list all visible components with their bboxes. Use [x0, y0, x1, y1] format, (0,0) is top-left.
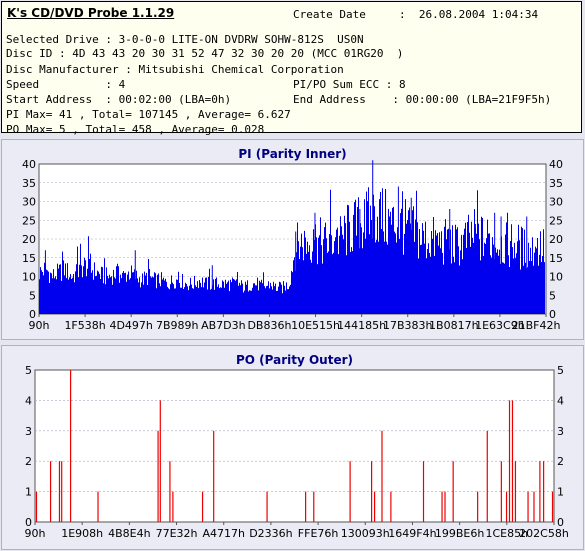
po-chart-title: PO (Parity Outer): [236, 353, 353, 367]
po-y-tick-label-left: 2: [25, 455, 32, 468]
pi-x-tick-label: 1E63C9h: [475, 319, 525, 332]
po-x-tick-label: FFE76h: [298, 527, 339, 540]
pi-x-tick-label: 90h: [29, 319, 50, 332]
pi-y-tick-label-right: 40: [549, 158, 563, 171]
pi-y-tick-label-right: 15: [549, 252, 563, 265]
po-y-tick-label-left: 1: [25, 486, 32, 499]
pi-chart: PI (Parity Inner) 0 0 5 5 10 10 15 15 20 20 25 25 30 3…: [22, 147, 563, 332]
create-date-label: Create Date: [293, 8, 366, 21]
po-y-tick-label-right: 2: [557, 455, 564, 468]
speed: Speed : 4: [6, 78, 126, 91]
pi-chart-panel: PI (Parity Inner) 0 0 5 5 10 10 15 15 20 20 25 25 30 3…: [1, 139, 584, 340]
pi-y-tick-label-left: 30: [22, 196, 36, 209]
pi-x-tick-label: AB7D3h: [201, 319, 246, 332]
pi-x-tick-label: 4D497h: [109, 319, 152, 332]
end-address: End Address : 00:00:00 (LBA=21F9F5h): [293, 93, 552, 106]
po-x-tick-label: 130093h: [341, 527, 390, 540]
pi-y-tick-label-left: 35: [22, 177, 36, 190]
po-chart-panel: PO (Parity Outer) 0 0 1 1 2 2 3 3 4 4 5 5 90h 1E908h 4B…: [1, 345, 584, 550]
po-y-tick-label-right: 0: [557, 516, 564, 529]
po-x-tick-label: 77E32h: [156, 527, 198, 540]
pi-x-tick-label: 1B0817h: [429, 319, 479, 332]
po-x-tick-label: 202C58h: [519, 527, 569, 540]
disc-id: Disc ID : 4D 43 43 20 30 31 52 47 32 30 …: [6, 47, 404, 60]
pi-y-tick-label-right: 5: [549, 289, 556, 302]
pi-x-tick-label: DB836h: [247, 319, 291, 332]
po-y-tick-label-left: 4: [25, 394, 32, 407]
po-y-tick-label-right: 4: [557, 394, 564, 407]
start-address: Start Address : 00:02:00 (LBA=0h): [6, 93, 232, 106]
po-chart: PO (Parity Outer) 0 0 1 1 2 2 3 3 4 4 5 5 90h 1E908h 4B…: [25, 353, 569, 540]
pi-series-bars: [39, 187, 545, 314]
po-y-tick-label-right: 1: [557, 486, 564, 499]
po-y-tick-label-right: 5: [557, 364, 564, 377]
po-y-tick-label-left: 3: [25, 425, 32, 438]
disc-manufacturer: Disc Manufacturer : Mitsubishi Chemical …: [6, 63, 344, 76]
pi-x-tick-label: 17B383h: [383, 319, 433, 332]
create-date-value: : 26.08.2004 1:04:34: [399, 8, 539, 21]
po-y-tick-label-left: 5: [25, 364, 32, 377]
pi-summary: PI Max= 41 , Total= 107145 , Average= 6.…: [6, 108, 291, 121]
pi-y-tick-label-left: 0: [29, 308, 36, 321]
pi-y-tick-label-left: 15: [22, 252, 36, 265]
app-title: K's CD/DVD Probe 1.1.29: [7, 6, 175, 20]
po-y-tick-label-right: 3: [557, 425, 564, 438]
selected-drive: Selected Drive : 3-0-0-0 LITE-ON DVDRW S…: [6, 33, 364, 46]
pi-x-tick-label: 7B989h: [156, 319, 199, 332]
disc-info-panel: K's CD/DVD Probe 1.1.29 Create Date : 26…: [1, 1, 582, 136]
pi-y-tick-label-left: 10: [22, 271, 36, 284]
pi-y-tick-label-left: 20: [22, 233, 36, 246]
po-x-tick-label: D2336h: [249, 527, 292, 540]
pipo-sum-ecc: PI/PO Sum ECC : 8: [293, 78, 406, 91]
pi-y-tick-label-right: 25: [549, 214, 563, 227]
po-plot-area: [34, 369, 555, 523]
po-y-tick-label-left: 0: [25, 516, 32, 529]
po-x-tick-label: 90h: [25, 527, 46, 540]
pi-x-tick-label: 10E515h: [291, 319, 340, 332]
po-x-tick-label: 4B8E4h: [108, 527, 150, 540]
po-x-tick-label: 1649F4h: [388, 527, 436, 540]
pi-chart-title: PI (Parity Inner): [238, 147, 346, 161]
po-x-tick-label: 1E908h: [61, 527, 103, 540]
pi-y-tick-label-right: 30: [549, 196, 563, 209]
pi-x-tick-label: 144185h: [337, 319, 386, 332]
pi-y-tick-label-right: 0: [549, 308, 556, 321]
po-summary: PO Max= 5 , Total= 458 , Average= 0.028: [6, 123, 265, 136]
pi-x-tick-label: 21BF42h: [512, 319, 561, 332]
po-x-tick-label: 199BE6h: [435, 527, 484, 540]
po-x-tick-label: A4717h: [202, 527, 245, 540]
pi-x-tick-label: 1F538h: [64, 319, 105, 332]
po-x-tick-label: 1CE85h: [486, 527, 529, 540]
pi-y-tick-label-left: 5: [29, 289, 36, 302]
pi-y-tick-label-left: 25: [22, 214, 36, 227]
pi-y-tick-label-right: 10: [549, 271, 563, 284]
pi-y-tick-label-right: 35: [549, 177, 563, 190]
pi-y-tick-label-right: 20: [549, 233, 563, 246]
pi-y-tick-label-left: 40: [22, 158, 36, 171]
